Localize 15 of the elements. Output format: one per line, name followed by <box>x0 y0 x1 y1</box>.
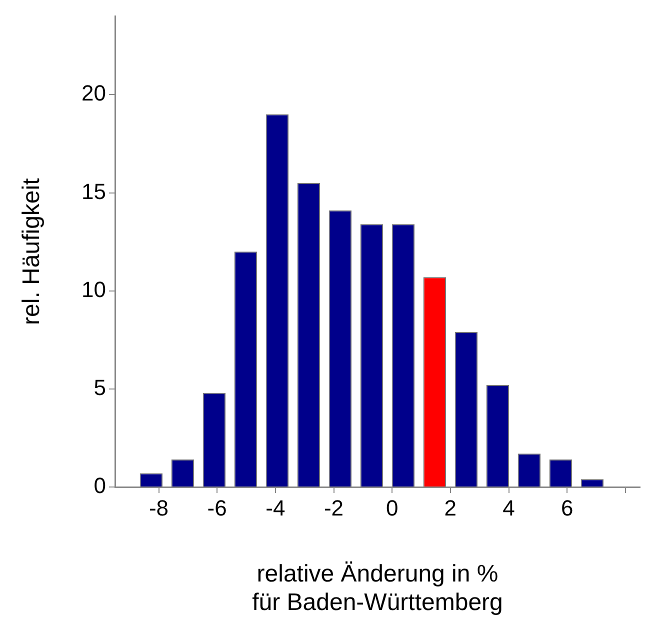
x-tick-label: -6 <box>207 495 227 520</box>
y-tick-label: 5 <box>94 374 106 400</box>
x-tick-label: 2 <box>444 495 457 520</box>
x-tick-label: 4 <box>502 495 515 520</box>
x-axis-title: relative Änderung in % für Baden-Württemberg <box>252 560 503 616</box>
x-tick-label: 0 <box>386 495 398 520</box>
y-tick-label: 10 <box>82 276 106 302</box>
y-axis-title: rel. Häufigkeit <box>18 178 46 325</box>
x-tick-label: -4 <box>266 495 286 520</box>
x-tick-label: -2 <box>324 495 344 520</box>
x-tick-label: -8 <box>148 495 169 520</box>
y-tick-label: 15 <box>82 178 106 204</box>
y-tick-label: 0 <box>94 473 106 498</box>
y-tick-label: 20 <box>82 80 106 106</box>
x-tick-label: 6 <box>560 495 574 520</box>
